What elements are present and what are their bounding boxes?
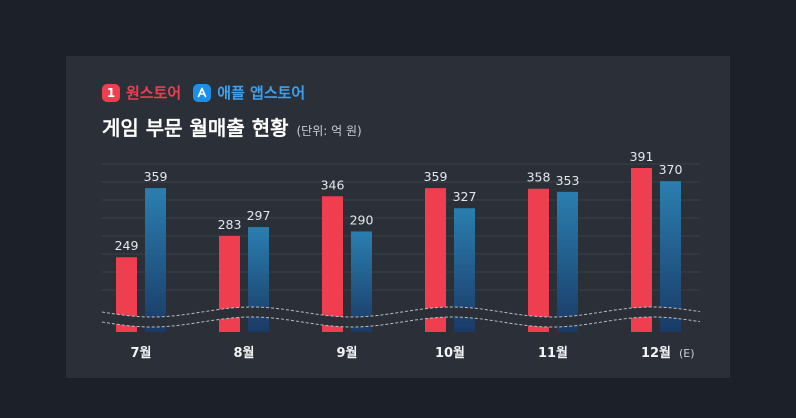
category-label: 8월 [233,345,254,361]
data-label-onestore: 391 [630,149,654,164]
data-label-apple: 353 [556,173,580,188]
chart-title: 게임 부문 월매출 현황 [102,116,289,140]
legend-label-apple: 애플 앱스토어 [217,84,306,102]
bar-onestore [631,168,652,332]
app-store-icon [193,83,212,102]
data-label-onestore: 283 [218,217,242,232]
legend: 1 원스토어 애플 앱스토어 [102,82,317,103]
labels: 249 359 7월 283 297 8월 346 290 9월 359 327 10월 358 353 1… [115,149,695,361]
bar-apple [248,227,269,332]
data-label-apple: 327 [453,189,477,204]
axis-break-line-top [101,306,701,318]
data-label-onestore: 359 [424,169,448,184]
chart-card: 1 원스토어 애플 앱스토어 게임 부문 월매출 현황 (단위: 억 원) 24… [66,56,730,378]
category-label: 10월 [435,345,465,361]
category-label: 9월 [336,345,357,361]
data-label-apple: 370 [659,162,683,177]
bar-onestore [425,188,446,332]
data-label-apple: 290 [350,212,374,227]
data-label-onestore: 346 [321,177,345,192]
gridlines [102,163,700,291]
bar-onestore [528,188,549,332]
bar-apple [660,181,681,332]
data-label-onestore: 249 [115,238,139,253]
category-label: 7월 [130,345,151,361]
data-label-apple: 297 [247,208,271,223]
data-label-apple: 359 [144,169,168,184]
bar-onestore [322,196,343,332]
legend-item-apple: 애플 앱스토어 [193,82,305,103]
onestore-icon: 1 [102,83,120,102]
bar-onestore [116,257,137,332]
axis-break [101,306,702,328]
bar-apple [454,208,475,332]
chart-unit: (단위: 억 원) [296,124,362,138]
bar-apple [351,231,372,332]
data-label-onestore: 358 [527,170,551,185]
category-label: 11월 [538,345,568,361]
category-label: 12월 [641,345,671,361]
bar-chart: 249 359 7월 283 297 8월 346 290 9월 359 327 10월 358 353 1… [101,149,702,361]
axis-break-line-bottom [101,316,701,328]
legend-label-onestore: 원스토어 [126,84,182,102]
bars [116,168,681,332]
category-suffix: (E) [679,347,695,360]
chart-title-block: 게임 부문 월매출 현황 (단위: 억 원) [102,112,362,141]
axis-break-band [102,307,702,327]
bar-apple [145,188,166,332]
legend-item-onestore: 1 원스토어 [102,82,181,103]
bar-apple [557,191,578,332]
